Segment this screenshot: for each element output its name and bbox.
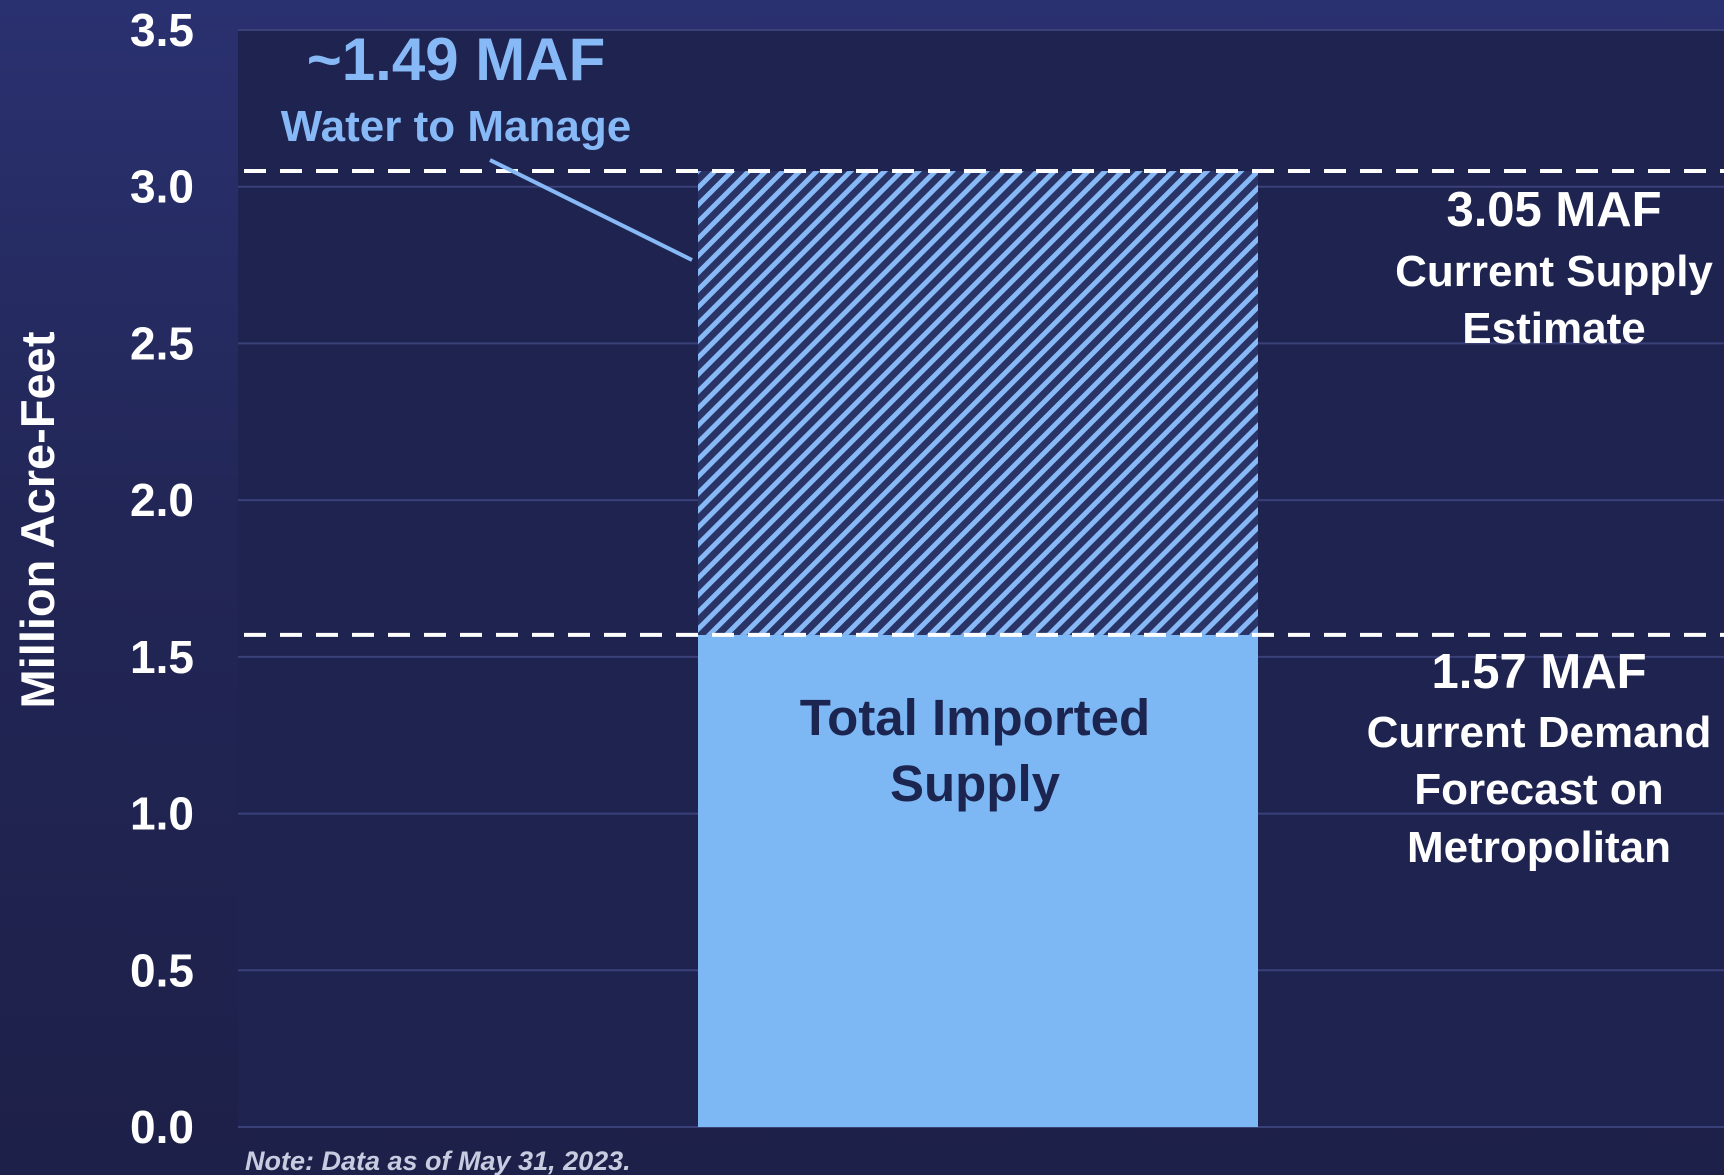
demand-forecast-value: 1.57 MAF — [1431, 645, 1646, 699]
demand-forecast-line-3: Metropolitan — [1407, 823, 1671, 872]
y-tick-label: 0.5 — [130, 944, 194, 996]
y-tick-label: 1.5 — [130, 631, 194, 683]
bar-label: Total Imported Supply — [800, 689, 1150, 812]
y-tick-label: 2.5 — [130, 317, 194, 369]
reference-lines — [244, 169, 1724, 637]
supply-estimate-line-2: Estimate — [1462, 304, 1645, 353]
y-tick-label: 0.0 — [130, 1101, 194, 1153]
supply-estimate-label: 3.05 MAF Current Supply Estimate — [1395, 183, 1713, 353]
y-tick-label: 2.0 — [130, 474, 194, 526]
demand-forecast-line-1: Current Demand — [1367, 708, 1712, 757]
annotation-value: ~1.49 MAF — [307, 26, 605, 93]
y-tick-label: 3.0 — [130, 161, 194, 213]
bars — [698, 171, 1258, 1127]
data-note: Note: Data as of May 31, 2023. — [245, 1146, 631, 1175]
annotation-leader-line — [489, 158, 693, 262]
demand-forecast-line-2: Forecast on — [1414, 765, 1663, 814]
water-to-manage-annotation: ~1.49 MAF Water to Manage — [281, 26, 693, 262]
bar-total-imported-supply — [698, 634, 1258, 1127]
y-axis-label: Million Acre-Feet — [11, 331, 64, 708]
supply-estimate-line-1: Current Supply — [1395, 247, 1713, 296]
bar-label-line-1: Total Imported — [800, 689, 1150, 746]
bar-label-line-2: Supply — [890, 755, 1061, 812]
annotation-text: Water to Manage — [281, 102, 631, 151]
y-axis-ticks: 0.0 0.5 1.0 1.5 2.0 2.5 3.0 3.5 — [130, 4, 194, 1153]
y-tick-label: 1.0 — [130, 788, 194, 840]
y-tick-label: 3.5 — [130, 4, 194, 56]
supply-estimate-value: 3.05 MAF — [1446, 183, 1661, 237]
bar-water-to-manage — [698, 171, 1258, 635]
demand-forecast-label: 1.57 MAF Current Demand Forecast on Metr… — [1367, 645, 1712, 872]
